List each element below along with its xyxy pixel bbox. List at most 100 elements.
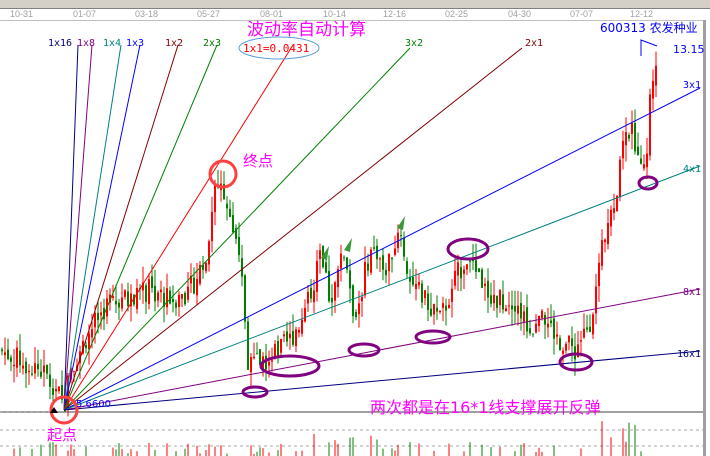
candle-body (490, 295, 492, 304)
fan-ratio-label: 1x1=0.0431 (243, 42, 310, 55)
toolbar[interactable] (0, 0, 710, 9)
candle-body (259, 349, 261, 365)
candle-body (349, 270, 351, 289)
candle-body (454, 270, 456, 286)
candle-body (478, 268, 480, 272)
candle-body (25, 361, 27, 374)
candle-body (208, 241, 210, 265)
annotation-text: 两次都是在16*1线支撑展开反弹 (370, 398, 601, 417)
candle-body (283, 334, 285, 337)
support-highlight-ellipse (347, 342, 381, 358)
fan-label: 1x16 (48, 38, 73, 49)
candle-body (352, 285, 354, 317)
candle-body (286, 331, 288, 342)
candle-body (460, 267, 462, 279)
candle-body (442, 303, 444, 308)
candle-body (418, 282, 420, 286)
candle-body (379, 258, 381, 260)
candle-body (166, 288, 168, 308)
candle-body (586, 327, 588, 330)
candle-body (439, 310, 441, 313)
fan-line-1x3 (63, 44, 141, 411)
candle-body (604, 239, 606, 243)
end-point-label: 终点 (243, 152, 274, 170)
candle-body (505, 308, 507, 312)
candle-body (529, 328, 531, 334)
candle-body (640, 158, 642, 164)
candle-body (607, 222, 609, 245)
candle-body (202, 264, 204, 270)
candle-body (97, 312, 99, 321)
chart-title: 波动率自动计算 (247, 20, 366, 40)
fan-line-1x1 (63, 44, 294, 411)
candle-body (631, 123, 633, 134)
candle-body (142, 282, 144, 291)
stock-title: 600313 农发种业 (600, 21, 698, 35)
candle-body (619, 159, 621, 198)
candle-body (307, 291, 309, 304)
candle-body (613, 208, 615, 214)
candle-body (172, 299, 174, 303)
candle-body (616, 195, 618, 212)
candle-body (388, 253, 390, 272)
candle-body (100, 312, 102, 316)
candle-body (523, 311, 525, 322)
candle-body (481, 269, 483, 288)
candle-body (628, 134, 630, 139)
candle-body (16, 347, 18, 368)
candle-body (94, 312, 96, 328)
candle-body (205, 262, 207, 272)
candle-body (496, 295, 498, 308)
candle-body (610, 209, 612, 227)
candle-body (343, 257, 345, 259)
candle-body (214, 184, 216, 213)
candle-body (316, 261, 318, 292)
candle-body (247, 321, 249, 370)
candle-body (430, 308, 432, 316)
candle-body (643, 164, 645, 169)
candle-body (130, 293, 132, 307)
date-tick: 01-07 (73, 9, 97, 19)
candle-body (367, 263, 369, 271)
candle-body (541, 310, 543, 318)
fan-label: 3x2 (405, 38, 424, 49)
candle-body (133, 294, 135, 305)
support-highlight-ellipse (637, 175, 659, 191)
candle-body (427, 293, 429, 310)
candle-body (199, 264, 201, 284)
candle-body (61, 385, 63, 400)
support-highlight-ellipse (241, 385, 269, 399)
candle-body (532, 333, 534, 335)
candle-body (331, 297, 333, 303)
candle-body (391, 257, 393, 260)
candle-body (184, 292, 186, 305)
candle-body (193, 277, 195, 294)
candle-body (268, 361, 270, 366)
candle-body (160, 289, 162, 293)
candle-body (595, 286, 597, 314)
ratio-highlight-ellipse (238, 36, 320, 60)
candle-body (334, 282, 336, 301)
candle-body (385, 269, 387, 276)
fan-line-4x1 (63, 165, 701, 411)
candle-body (148, 279, 150, 304)
candle-body (463, 269, 465, 274)
end-point-circle (208, 159, 238, 189)
candle-body (571, 338, 573, 347)
candle-body (232, 215, 234, 233)
candle-body (517, 305, 519, 314)
candle-body (457, 262, 459, 276)
fan-label: 1x2 (165, 38, 184, 49)
fan-label: 1x3 (126, 38, 145, 49)
candle-body (337, 269, 339, 288)
candle-body (7, 349, 9, 360)
candle-body (19, 350, 21, 366)
candle-body (565, 343, 567, 351)
candle-body (634, 123, 636, 152)
candle-body (394, 248, 396, 255)
fan-label: 2x3 (203, 38, 222, 49)
candle-body (547, 323, 549, 328)
candle-body (514, 305, 516, 312)
candle-body (484, 283, 486, 287)
candle-body (211, 211, 213, 242)
